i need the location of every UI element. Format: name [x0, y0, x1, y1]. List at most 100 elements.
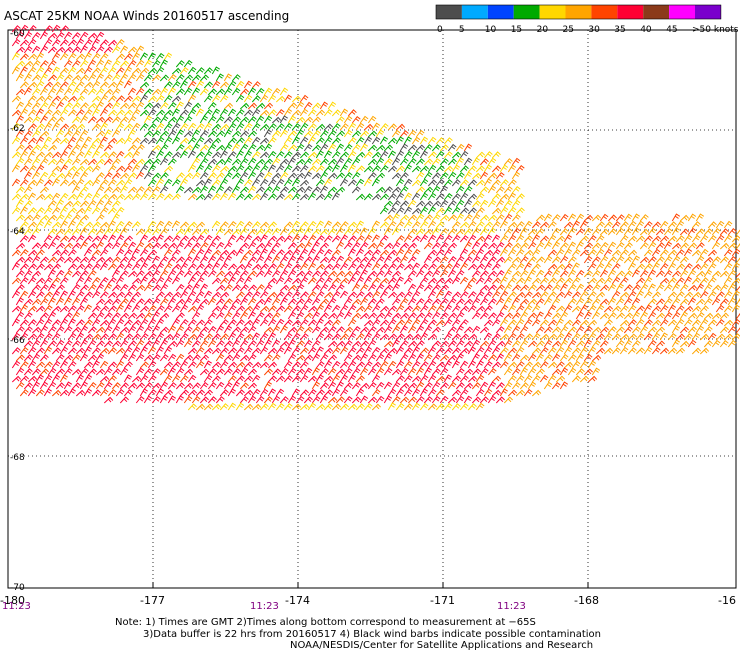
wind-barb: [139, 262, 149, 271]
wind-barb: [255, 298, 266, 306]
wind-barb: [595, 304, 605, 313]
wind-barb: [419, 304, 429, 313]
wind-barb: [451, 403, 461, 411]
wind-barb: [599, 241, 609, 250]
wind-barb: [699, 262, 709, 271]
wind-barb: [115, 332, 125, 341]
wind-barb: [715, 234, 725, 243]
wind-barb: [179, 304, 189, 313]
wind-barb: [335, 255, 345, 264]
wind-barb: [235, 347, 245, 355]
wind-barb: [167, 158, 177, 166]
wind-barb: [591, 298, 601, 306]
wind-barb: [127, 186, 138, 194]
wind-barb: [547, 374, 557, 383]
wind-barb: [299, 122, 309, 131]
wind-barb: [215, 284, 226, 292]
wind-barb: [243, 276, 253, 285]
wind-barb: [151, 144, 162, 152]
wind-barb: [503, 325, 513, 334]
wind-barb: [35, 66, 45, 75]
wind-barb: [367, 381, 377, 390]
wind-barb: [67, 66, 77, 75]
wind-barb: [43, 234, 53, 243]
wind-barb: [587, 262, 597, 271]
wind-barb: [99, 206, 109, 215]
wind-barb: [671, 242, 682, 250]
wind-barb: [111, 172, 121, 180]
wind-barb: [691, 277, 701, 285]
wind-barb: [411, 262, 421, 271]
wind-barb: [371, 403, 381, 411]
wind-barb: [519, 269, 529, 278]
wind-barb: [363, 319, 374, 327]
wind-barb: [275, 150, 285, 159]
wind-barb: [499, 193, 510, 201]
wind-barb: [27, 123, 37, 131]
wind-barb: [299, 318, 309, 327]
wind-barb: [571, 360, 581, 369]
wind-barb: [443, 402, 453, 411]
wind-barb: [119, 241, 129, 250]
wind-barb: [219, 221, 229, 229]
wind-barb: [299, 179, 310, 187]
wind-barb: [555, 248, 565, 257]
wind-barb: [491, 248, 501, 257]
wind-barb: [323, 136, 333, 145]
wind-barb: [455, 269, 465, 278]
wind-barb: [355, 248, 365, 257]
wind-barb: [275, 95, 286, 103]
wind-barb: [547, 277, 557, 285]
wind-barb: [539, 291, 549, 299]
wind-barb: [471, 368, 481, 376]
wind-barb: [59, 206, 69, 215]
wind-barb: [483, 291, 493, 299]
wind-barb: [143, 186, 153, 194]
wind-barb: [63, 256, 74, 264]
wind-barb: [627, 235, 638, 243]
wind-barb: [635, 332, 645, 341]
wind-barb: [235, 122, 245, 131]
wind-barb: [387, 165, 398, 173]
wind-barb: [375, 312, 385, 320]
wind-barb: [83, 150, 92, 159]
wind-barb: [187, 248, 197, 257]
wind-barb: [135, 158, 146, 166]
wind-barb: [151, 255, 161, 264]
wind-barb: [171, 67, 182, 75]
wind-barb: [383, 227, 392, 236]
wind-barb: [187, 403, 197, 411]
wind-barb: [55, 46, 66, 54]
wind-barb: [279, 87, 289, 96]
wind-barb: [223, 116, 233, 124]
wind-barb: [123, 178, 133, 187]
wind-barb: [211, 347, 222, 355]
time-labels: 11:23 11:23 11:23: [2, 601, 526, 612]
wind-barb: [487, 367, 497, 376]
wind-barb: [439, 298, 449, 306]
wind-barb: [399, 242, 409, 250]
wind-barb: [99, 262, 109, 271]
wind-barb: [343, 171, 353, 180]
wind-barb: [403, 333, 414, 341]
wind-barb: [295, 172, 305, 180]
wind-barb: [503, 186, 513, 194]
wind-barb: [263, 368, 273, 376]
wind-barb: [183, 227, 193, 236]
wind-barb: [403, 305, 413, 313]
wind-barb: [531, 248, 541, 257]
wind-barb: [535, 340, 545, 348]
wind-barb: [507, 277, 517, 285]
wind-barb: [175, 101, 184, 110]
wind-barb: [179, 332, 189, 341]
wind-barb: [363, 360, 373, 369]
wind-barb: [355, 276, 365, 285]
wind-barb: [147, 164, 157, 173]
wind-barb: [439, 172, 449, 180]
wind-barb: [11, 249, 21, 257]
wind-barb: [255, 311, 265, 320]
wind-barb: [591, 256, 601, 264]
wind-barb: [231, 116, 241, 124]
wind-barb: [251, 235, 262, 243]
wind-barb: [171, 263, 182, 271]
